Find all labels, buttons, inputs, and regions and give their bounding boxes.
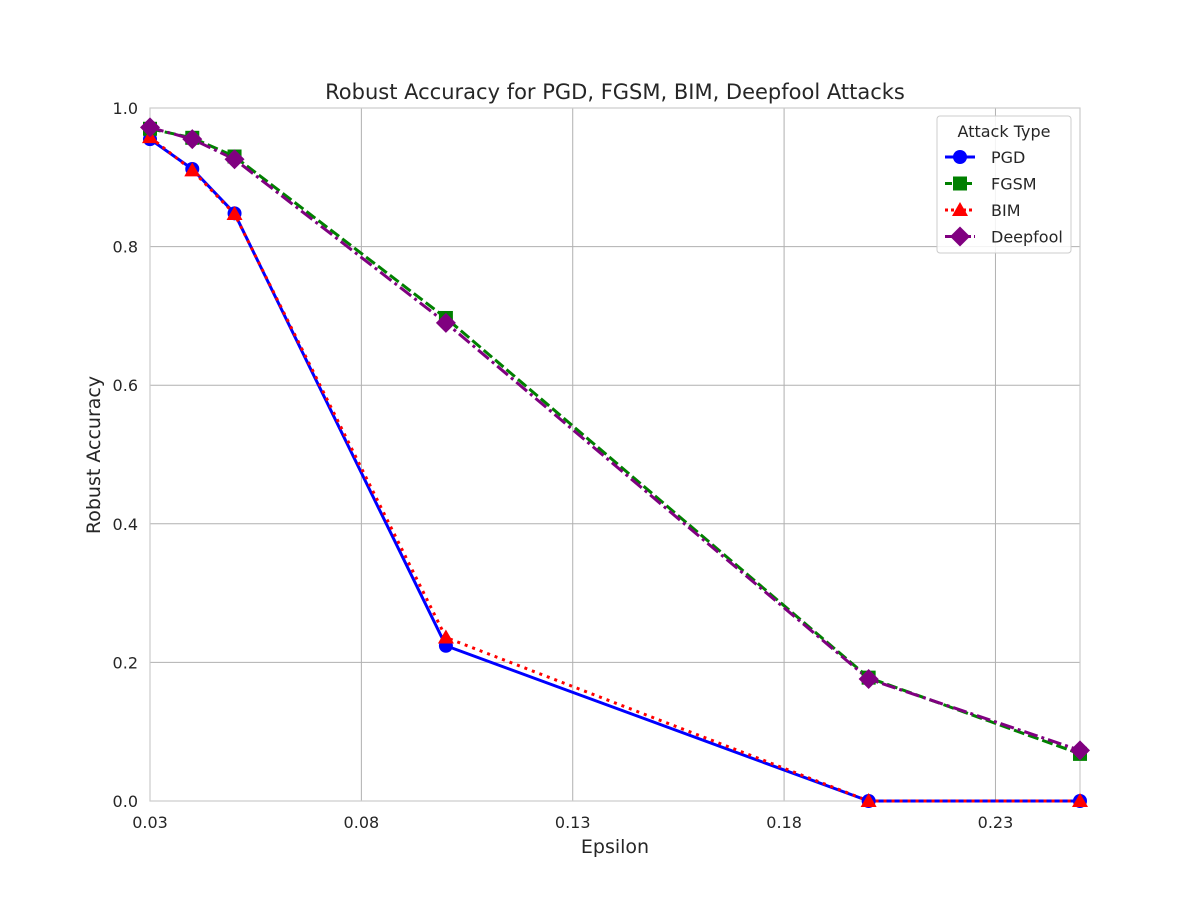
data-point-deepfool: [435, 312, 456, 333]
legend-label-pgd: PGD: [991, 148, 1025, 167]
y-tick-label: 0.2: [113, 653, 138, 672]
legend-items: PGD FGSM BIM Deepfool: [945, 148, 1063, 247]
data-point-deepfool: [140, 117, 160, 138]
data-point-bim: [437, 629, 454, 644]
x-tick-label: 0.18: [766, 813, 802, 832]
data-point-deepfool: [1070, 740, 1090, 761]
legend-title: Attack Type: [958, 122, 1051, 141]
y-axis-label: Robust Accuracy: [83, 376, 105, 534]
legend-label-fgsm: FGSM: [991, 175, 1037, 194]
legend-marker-bim: [952, 202, 968, 216]
y-tick-label: 0.8: [113, 238, 138, 257]
data-point-bim: [226, 206, 243, 221]
data-point-deepfool: [182, 129, 203, 150]
y-tick-label: 1.0: [113, 99, 138, 118]
legend-item-fgsm: FGSM: [945, 175, 1037, 194]
legend-item-bim: BIM: [945, 201, 1021, 220]
data-point-bim: [860, 793, 877, 807]
x-tick-label: 0.13: [555, 813, 591, 832]
data-point-deepfool: [858, 669, 879, 690]
legend-box: [936, 115, 1072, 254]
legend-item-pgd: PGD: [945, 148, 1025, 167]
plot-frame: [149, 107, 1081, 802]
legend-marker-deepfool: [950, 226, 970, 247]
legend-marker-fgsm: [953, 176, 967, 191]
x-tick-labels: 0.03 0.08 0.13 0.18 0.23: [132, 813, 1013, 832]
data-point-bim: [184, 162, 201, 177]
legend-item-deepfool: Deepfool: [945, 226, 1063, 247]
legend-label-deepfool: Deepfool: [991, 228, 1063, 247]
legend-marker-pgd: [953, 150, 967, 164]
x-tick-label: 0.23: [978, 813, 1014, 832]
x-axis-label: Epsilon: [581, 836, 649, 858]
data-point-deepfool: [224, 149, 245, 170]
y-tick-labels: 0.0 0.2 0.4 0.6 0.8 1.0: [113, 99, 138, 811]
y-tick-label: 0.0: [113, 792, 138, 811]
plot-area: [150, 108, 1080, 801]
y-tick-label: 0.6: [113, 376, 138, 395]
chart-title: Robust Accuracy for PGD, FGSM, BIM, Deep…: [325, 80, 905, 104]
x-tick-label: 0.08: [344, 813, 380, 832]
series-line-pgd: [149, 137, 1080, 803]
legend-label-bim: BIM: [991, 201, 1021, 220]
data-point-bim: [1072, 793, 1088, 807]
y-tick-label: 0.4: [113, 515, 138, 534]
series-markers: [140, 117, 1090, 808]
x-tick-label: 0.03: [132, 813, 168, 832]
legend: Attack Type PGD FGSM BIM Deepfool: [936, 115, 1072, 254]
